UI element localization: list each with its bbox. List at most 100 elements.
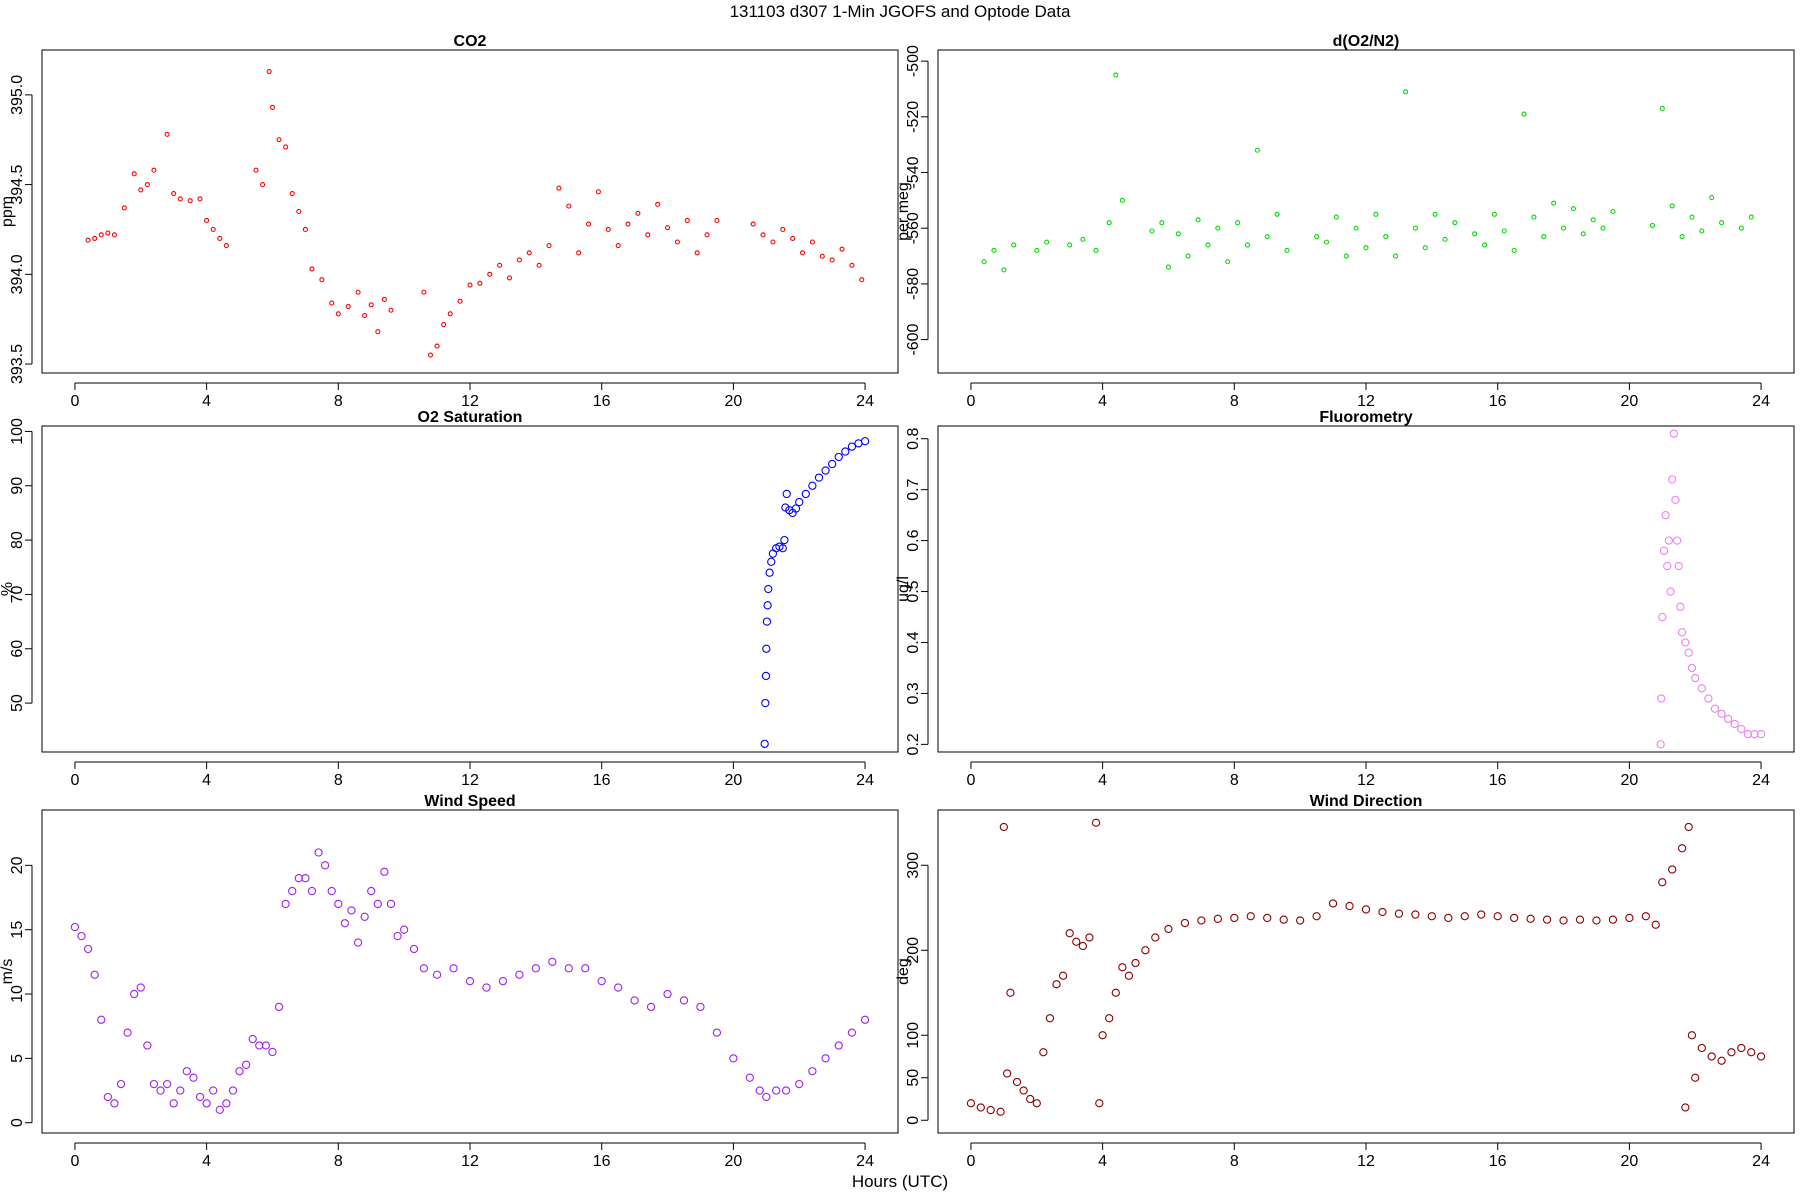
data-point <box>1118 963 1127 972</box>
data-point <box>288 886 297 896</box>
data-point <box>564 964 573 973</box>
data-point <box>515 970 524 979</box>
data-point <box>1610 208 1616 215</box>
data-point <box>314 848 323 857</box>
data-point <box>434 343 440 349</box>
x-tick-label: 16 <box>1489 772 1507 789</box>
data-point <box>1661 510 1670 520</box>
data-point <box>696 1002 705 1012</box>
data-point <box>294 874 303 883</box>
figure-xlabel: Hours (UTC) <box>851 1172 949 1191</box>
data-point <box>1343 253 1349 259</box>
data-point <box>274 1002 284 1012</box>
data-point <box>1254 147 1260 153</box>
data-point <box>834 1041 843 1050</box>
data-point <box>991 247 997 254</box>
data-point <box>268 1047 277 1057</box>
x-tick-label: 24 <box>856 772 874 789</box>
data-point <box>762 1092 771 1102</box>
data-point <box>704 232 710 238</box>
plot-frame <box>41 809 899 1134</box>
plot-frame <box>41 425 899 753</box>
data-point <box>182 1067 192 1076</box>
data-point <box>1165 264 1172 270</box>
panel-o2sat: O2 Saturation 0 4 8 12 16 20 24 50 60 70 80 90 100% <box>0 409 899 789</box>
data-point <box>1001 267 1007 273</box>
data-point <box>149 1079 159 1089</box>
data-point <box>307 886 317 896</box>
data-point <box>301 874 310 883</box>
data-point <box>506 275 513 281</box>
data-point <box>319 277 325 283</box>
data-point <box>151 167 157 173</box>
data-point <box>419 964 429 973</box>
data-point <box>228 1086 238 1095</box>
data-point <box>432 970 442 979</box>
data-point <box>814 473 824 482</box>
y-axis-label: ppm <box>0 196 16 227</box>
data-point <box>362 313 368 319</box>
data-point <box>1284 247 1290 254</box>
data-point <box>1072 937 1081 946</box>
data-point <box>576 250 582 256</box>
data-point <box>1124 971 1134 980</box>
data-point <box>83 944 93 954</box>
data-point <box>498 977 508 986</box>
x-tick-label: 20 <box>724 1153 742 1170</box>
data-point <box>1105 1014 1114 1023</box>
data-point <box>645 232 651 238</box>
data-point <box>772 1086 781 1095</box>
data-point <box>729 1054 738 1063</box>
data-point <box>1493 912 1502 921</box>
data-point <box>595 189 601 195</box>
data-point <box>169 1099 178 1108</box>
data-point <box>283 144 289 150</box>
data-point <box>829 257 835 263</box>
data-point <box>138 187 144 193</box>
data-point <box>516 257 522 263</box>
x-tick-label: 0 <box>966 772 975 789</box>
data-point <box>162 1079 172 1089</box>
x-tick-label: 12 <box>1357 393 1375 410</box>
data-point <box>625 221 631 227</box>
data-point <box>1312 912 1321 921</box>
y-tick-label: -580 <box>905 268 922 300</box>
x-tick-label: 4 <box>202 1153 211 1170</box>
data-point <box>809 239 815 245</box>
data-point <box>1373 211 1379 217</box>
data-point <box>217 235 223 241</box>
data-point <box>1676 602 1685 611</box>
data-point <box>131 171 137 177</box>
data-point <box>222 1099 231 1108</box>
x-tick-label: 12 <box>1357 1153 1375 1170</box>
data-point <box>1141 946 1150 955</box>
panel-do2n2: d(O2/N2) 0 4 8 12 16 20 24 -600 -580 -560 -540 -520 -… <box>895 33 1795 410</box>
data-point <box>1649 222 1655 228</box>
data-point <box>828 459 837 469</box>
data-point <box>1274 211 1280 217</box>
panel-title: O2 Saturation <box>418 409 523 426</box>
data-point <box>255 1041 264 1050</box>
data-point <box>1383 234 1389 240</box>
y-tick-label: -540 <box>905 156 922 188</box>
data-point <box>1296 916 1305 925</box>
data-point <box>171 191 177 197</box>
x-tick-label: 24 <box>1752 772 1770 789</box>
y-tick-label: 100 <box>905 1022 922 1049</box>
data-point <box>566 203 572 209</box>
data-point <box>1149 228 1155 234</box>
data-point <box>1668 865 1677 874</box>
data-point <box>1131 958 1140 968</box>
x-tick-label: 12 <box>461 393 479 410</box>
data-point <box>808 481 817 490</box>
data-point <box>1684 648 1693 657</box>
x-tick-label: 0 <box>70 393 79 410</box>
data-point <box>296 208 302 215</box>
data-point <box>849 262 855 268</box>
data-point <box>1521 111 1527 117</box>
data-point <box>90 970 99 979</box>
data-point <box>1659 546 1669 555</box>
data-point <box>1481 242 1488 248</box>
data-point <box>1361 905 1371 914</box>
data-point <box>762 644 771 653</box>
